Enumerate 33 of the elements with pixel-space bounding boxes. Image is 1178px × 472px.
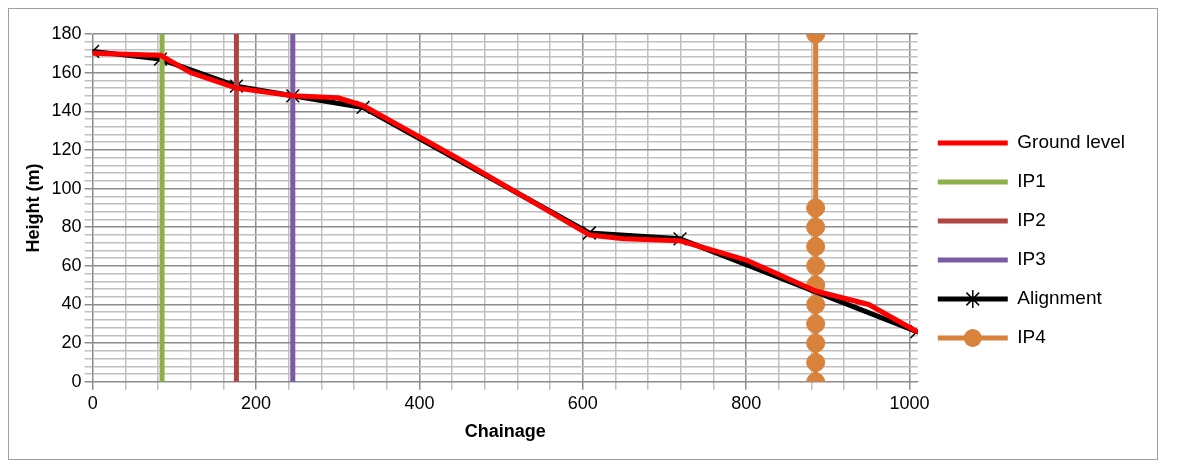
legend-label: IP1: [1017, 170, 1046, 192]
x-tick-label: 600: [567, 392, 598, 413]
y-tick-label: 160: [51, 61, 82, 82]
point: [806, 295, 826, 315]
point: [806, 217, 826, 237]
point: [806, 237, 826, 257]
legend-label: Alignment: [1017, 287, 1103, 309]
x-tick-label: 400: [404, 392, 435, 413]
y-tick-label: 120: [51, 138, 82, 159]
x-tick-label: 0: [87, 392, 98, 413]
y-tick-label: 80: [61, 216, 82, 237]
y-tick-label: 100: [51, 177, 82, 198]
point: [806, 256, 826, 276]
x-axis-title: Chainage: [464, 421, 546, 442]
y-tick-label: 60: [61, 254, 82, 275]
legend-label: IP3: [1017, 248, 1046, 270]
point: [806, 198, 826, 218]
x-tick-label: 800: [731, 392, 762, 413]
point: [806, 333, 826, 353]
y-tick-label: 0: [71, 370, 82, 391]
point: [582, 225, 597, 241]
y-tick-label: 40: [61, 293, 82, 314]
x-tick-label: 200: [241, 392, 272, 413]
legend-label: IP4: [1017, 326, 1047, 348]
y-tick-label: 20: [61, 332, 82, 353]
y-axis-title: Height (m): [22, 163, 43, 253]
legend-label: IP2: [1017, 209, 1046, 231]
legend-label: Ground level: [1017, 131, 1126, 153]
point: [806, 352, 826, 372]
x-tick-label: 1000: [889, 392, 930, 413]
point: [806, 314, 826, 334]
y-tick-label: 180: [51, 22, 82, 43]
y-tick-label: 140: [51, 100, 82, 121]
